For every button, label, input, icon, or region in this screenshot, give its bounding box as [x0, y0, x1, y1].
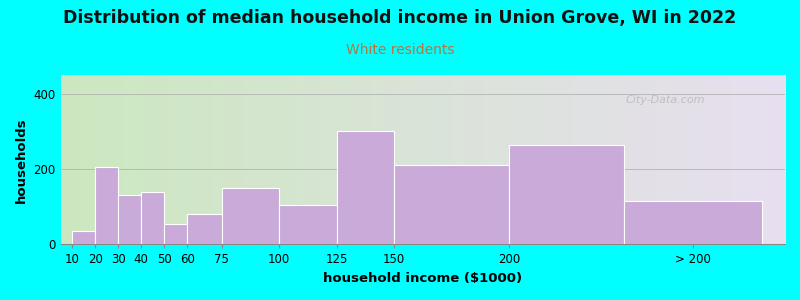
Bar [394, 165, 509, 244]
Bar [279, 205, 337, 244]
Text: White residents: White residents [346, 44, 454, 58]
Bar [118, 196, 141, 244]
X-axis label: household income ($1000): household income ($1000) [323, 272, 522, 285]
Bar [337, 131, 394, 244]
Bar [95, 167, 118, 244]
Text: Distribution of median household income in Union Grove, WI in 2022: Distribution of median household income … [63, 9, 737, 27]
Bar [141, 192, 164, 244]
Bar [72, 231, 95, 244]
Bar [187, 214, 222, 244]
Bar [164, 224, 187, 244]
Bar [222, 188, 279, 244]
Bar [509, 145, 624, 244]
Bar [624, 201, 762, 244]
Text: City-Data.com: City-Data.com [626, 95, 705, 105]
Y-axis label: households: households [15, 117, 28, 202]
